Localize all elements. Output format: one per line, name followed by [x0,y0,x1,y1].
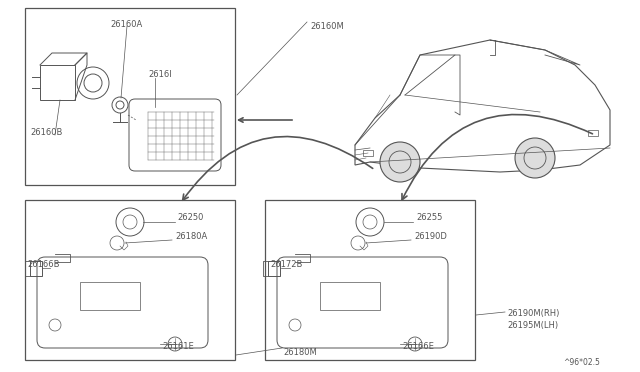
Circle shape [515,138,555,178]
Bar [40,65,75,100]
Bar [80,282,140,310]
Text: 26190M(RH): 26190M(RH) [507,309,559,318]
Bar [30,261,42,276]
Text: 26195M(LH): 26195M(LH) [507,321,558,330]
Bar [25,200,235,360]
Text: 26255: 26255 [416,213,442,222]
Text: 26180A: 26180A [175,232,207,241]
Text: ^96*02.5: ^96*02.5 [563,358,600,367]
Text: 26161E: 26161E [162,342,194,351]
Bar [588,130,598,136]
Text: 26250: 26250 [177,213,204,222]
Bar [363,150,373,156]
Text: 26160B: 26160B [30,128,62,137]
Text: 26160A: 26160A [110,20,142,29]
Text: 26180M: 26180M [283,348,317,357]
Text: 26166B: 26166B [27,260,60,269]
Text: 2616I: 2616I [148,70,172,79]
Text: 26190D: 26190D [414,232,447,241]
Bar [25,8,235,185]
Bar [268,261,280,276]
Circle shape [380,142,420,182]
Text: 26172B: 26172B [270,260,302,269]
Text: 26160M: 26160M [310,22,344,31]
Bar [265,200,475,360]
Text: 26166E: 26166E [402,342,434,351]
Bar [320,282,380,310]
